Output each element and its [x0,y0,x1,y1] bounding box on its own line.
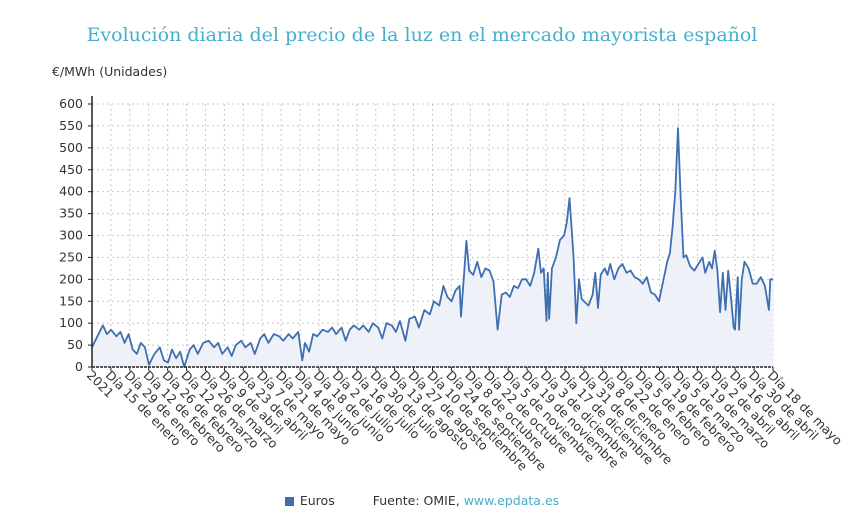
y-tick-label: 350 [59,206,83,221]
source-text: Fuente: OMIE, [372,493,464,508]
price-chart: 0501001502002503003504004505005506002021… [59,96,844,474]
y-tick-label: 550 [59,118,83,133]
y-tick-label: 250 [59,249,83,264]
y-tick-label: 200 [59,271,83,286]
series-line-euros [91,127,773,368]
legend-label: Euros [299,493,335,508]
y-tick-label: 100 [59,315,83,330]
source-link[interactable]: www.epdata.es [463,493,560,508]
y-tick-label: 600 [59,96,83,111]
y-tick-label: 450 [59,162,83,177]
y-tick-label: 150 [59,293,83,308]
chart-title: Evolución diaria del precio de la luz en… [86,24,758,46]
y-tick-label: 50 [67,337,83,352]
series-area [92,128,773,367]
legend: Euros Fuente: OMIE, www.epdata.es [0,493,844,508]
y-tick-label: 0 [75,359,83,374]
legend-swatch [284,497,294,506]
y-tick-label: 500 [59,140,83,155]
y-tick-label: 400 [59,184,83,199]
y-tick-label: 300 [59,228,83,243]
y-axis-label: €/MWh (Unidades) [52,64,168,79]
